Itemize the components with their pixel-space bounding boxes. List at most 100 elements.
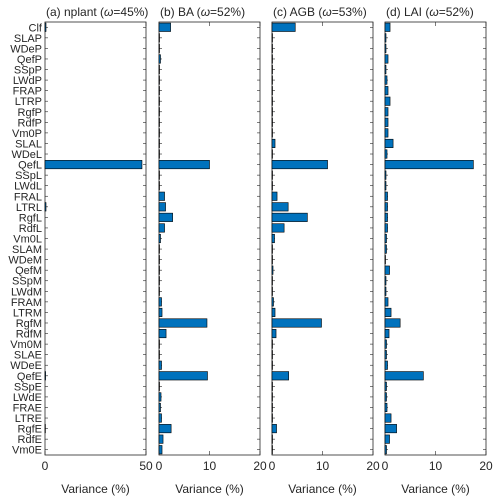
bar-ltrp — [158, 96, 160, 106]
bar-vm0e — [158, 445, 163, 455]
bar-lwdl — [384, 181, 387, 191]
bar-fral — [158, 191, 165, 201]
bar-wdee — [271, 360, 273, 370]
category-label-rgfl: RgfL — [19, 212, 42, 224]
bar-frae — [158, 402, 161, 413]
bar-lwdm — [271, 286, 273, 296]
bar-lwdl — [158, 181, 160, 191]
category-label-rgfp: RgfP — [18, 107, 42, 119]
category-label-fram: FRAM — [11, 297, 42, 309]
bar-vm0l — [158, 233, 161, 244]
category-label-vm0l: Vm0L — [13, 234, 42, 246]
bar-slae — [384, 350, 387, 360]
x-axis-label: Variance (%) — [175, 482, 243, 496]
panel-axes-box — [384, 21, 487, 456]
category-label-lwdl: LWdL — [14, 181, 42, 193]
bar-rgfe — [158, 424, 172, 434]
bar-frae — [271, 402, 273, 413]
bar-clf — [384, 22, 391, 32]
bar-slam — [271, 244, 273, 254]
bar-rgfe — [384, 424, 397, 434]
bar-clf — [158, 22, 171, 32]
bar-slap — [158, 33, 160, 43]
category-label-rgfe: RgfE — [18, 424, 42, 436]
category-label-sspl: SSpL — [15, 170, 42, 182]
bar-sspl — [384, 170, 387, 180]
panel-axes-box — [271, 21, 374, 456]
x-tick-label: 10 — [203, 459, 217, 473]
bar-sspe — [271, 381, 273, 391]
bar-slam — [384, 244, 387, 254]
panel-axes-box — [44, 21, 147, 456]
category-label-fral: FRAL — [14, 191, 42, 203]
bar-qefe — [384, 371, 424, 381]
x-tick-label: 10 — [316, 459, 330, 473]
category-label-frap: FRAP — [13, 86, 42, 98]
bar-sspl — [271, 170, 273, 180]
bar-sspm — [271, 276, 273, 286]
bar-qefl — [44, 160, 143, 170]
bar-qefe — [158, 371, 208, 381]
bar-fram — [271, 297, 274, 307]
bar-qefl — [384, 160, 474, 170]
bar-wdee — [158, 360, 162, 370]
bar-ltrm — [158, 307, 163, 317]
bar-clf — [44, 22, 47, 32]
bar-lwdm — [384, 286, 387, 296]
bar-qefp — [271, 54, 273, 64]
bar-rdfm — [158, 329, 167, 339]
category-label-sspp: SSpP — [14, 65, 42, 77]
category-label-lwdm: LWdM — [11, 286, 42, 298]
panel-a: 0 50 Variance (%) (a) nplant (ω=45%) — [42, 5, 153, 496]
category-label-rdfp: RdfP — [18, 117, 42, 129]
bar-qefp — [384, 54, 389, 64]
category-label-rdfm: RdfM — [16, 329, 42, 341]
category-label-wdem: WDeM — [8, 255, 42, 267]
x-axis-label: Variance (%) — [401, 482, 469, 496]
category-label-slae: SLAE — [14, 350, 42, 362]
bar-sspe — [384, 381, 387, 391]
panel-axes-box — [158, 21, 261, 456]
category-label-sspe: SSpE — [14, 381, 42, 393]
bar-fral — [384, 191, 388, 201]
bar-rgfp — [158, 107, 160, 117]
bar-wdep — [158, 43, 160, 53]
bar-rdfl — [384, 223, 388, 233]
bar-frap — [384, 86, 389, 96]
bar-ltre — [271, 413, 273, 423]
bar-slam — [158, 244, 160, 254]
category-label-vm0e: Vm0E — [12, 445, 42, 457]
bar-sspm — [158, 276, 160, 286]
category-label-vm0p: Vm0P — [12, 128, 42, 140]
bar-rdfe — [158, 434, 164, 444]
bar-sspm — [384, 276, 387, 286]
bar-sspp — [384, 65, 387, 75]
bar-sspe — [158, 381, 160, 391]
bar-qefe — [271, 371, 289, 381]
bar-ltrl — [158, 202, 166, 212]
category-label-slap: SLAP — [14, 33, 42, 45]
bar-wdel — [158, 149, 160, 159]
bar-rdfp — [271, 117, 273, 127]
bar-rgfl — [271, 212, 308, 222]
category-label-qefp: QefP — [17, 54, 42, 66]
category-label-ltre: LTRE — [15, 413, 42, 425]
bar-sspp — [158, 65, 160, 75]
bar-lwde — [158, 392, 162, 402]
category-label-qefl: QefL — [18, 160, 42, 172]
bar-vm0p — [271, 128, 273, 138]
bar-rgfp — [271, 107, 273, 117]
bar-vm0p — [158, 128, 160, 138]
bar-ltrp — [384, 96, 391, 106]
bar-lwde — [384, 392, 387, 402]
x-tick-label: 0 — [269, 459, 276, 473]
category-label-qefm: QefM — [15, 265, 42, 277]
bar-lwde — [271, 392, 273, 402]
category-label-sspm: SSpM — [12, 276, 42, 288]
category-label-rgfm: RgfM — [16, 318, 42, 330]
panel-b: 0 10 20 Variance (%) (b) BA (ω=52%) — [156, 5, 267, 496]
bar-vm0l — [384, 233, 387, 244]
bar-lwdp — [384, 75, 388, 85]
category-label-wdel: WDeL — [11, 149, 42, 161]
